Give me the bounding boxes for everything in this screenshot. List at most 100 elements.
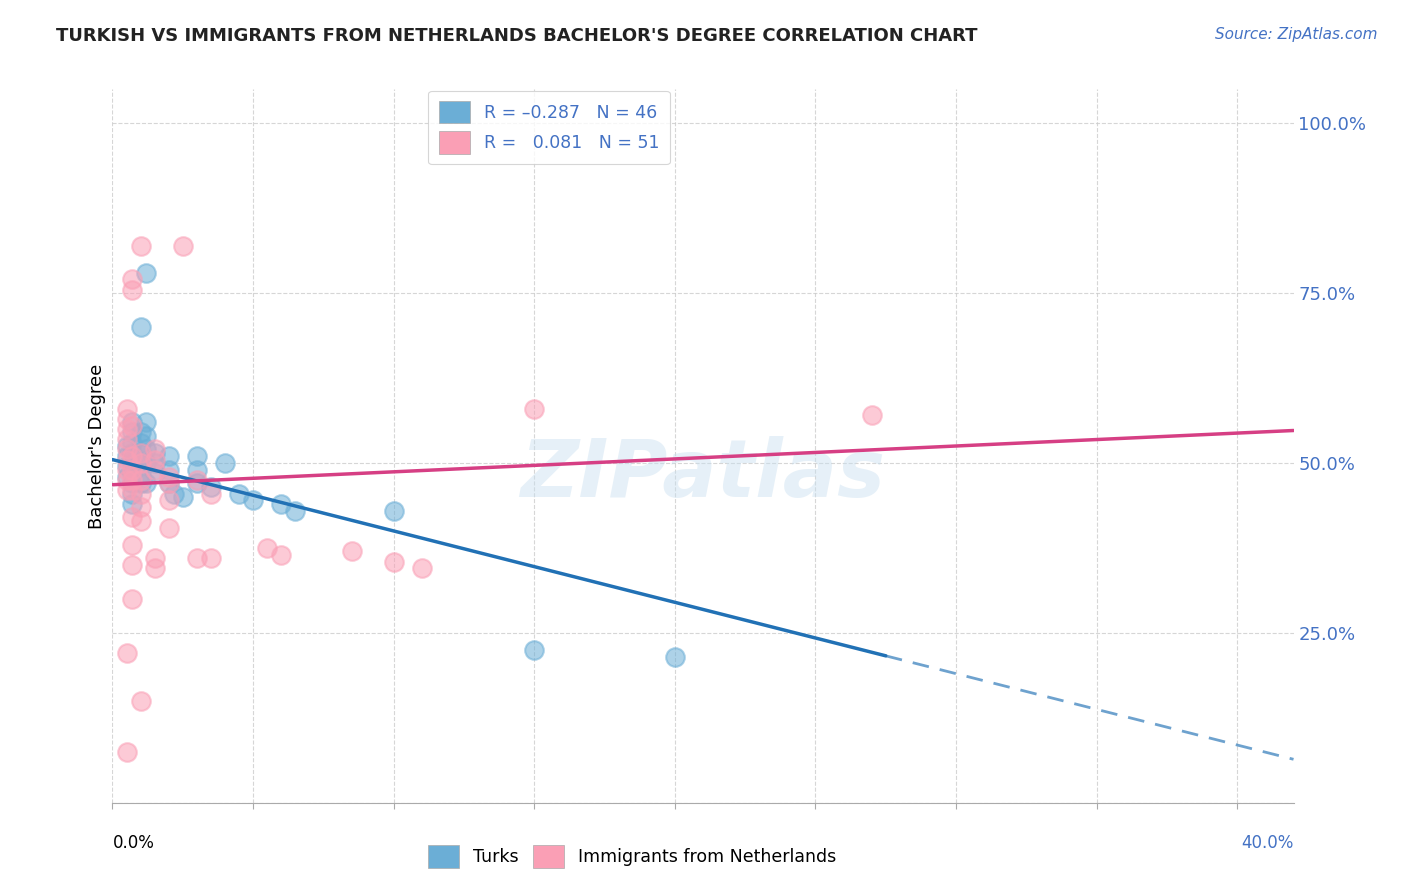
Y-axis label: Bachelor's Degree: Bachelor's Degree (87, 363, 105, 529)
Point (121, 449, 143, 463)
Text: 40.0%: 40.0% (1241, 834, 1294, 852)
Text: 0.0%: 0.0% (112, 834, 155, 852)
Point (143, 466, 166, 480)
Point (121, 473, 143, 487)
Point (129, 446, 152, 460)
Point (157, 476, 180, 491)
Point (135, 266, 157, 280)
Point (121, 476, 143, 491)
Point (121, 456, 143, 470)
Point (242, 493, 264, 508)
Point (121, 497, 143, 511)
Point (157, 463, 180, 477)
Point (135, 456, 157, 470)
Text: Source: ZipAtlas.com: Source: ZipAtlas.com (1215, 27, 1378, 42)
Point (129, 446, 152, 460)
Point (157, 476, 180, 491)
Point (411, 561, 433, 575)
Point (228, 486, 250, 500)
Point (121, 446, 143, 460)
Text: ZIPatlas: ZIPatlas (520, 435, 886, 514)
Point (664, 649, 686, 664)
Point (115, 401, 138, 416)
Point (115, 412, 138, 426)
Point (860, 409, 883, 423)
Point (135, 476, 157, 491)
Point (121, 466, 143, 480)
Point (135, 442, 157, 457)
Point (157, 520, 180, 534)
Point (135, 429, 157, 443)
Point (115, 469, 138, 483)
Point (121, 510, 143, 524)
Point (121, 415, 143, 429)
Point (121, 418, 143, 433)
Point (186, 463, 208, 477)
Point (115, 442, 138, 457)
Point (115, 449, 138, 463)
Point (121, 283, 143, 297)
Point (186, 476, 208, 491)
Point (129, 466, 152, 480)
Point (143, 463, 166, 477)
Point (129, 694, 152, 708)
Point (382, 555, 405, 569)
Point (382, 503, 405, 517)
Point (270, 497, 292, 511)
Point (129, 435, 152, 450)
Point (121, 425, 143, 440)
Point (129, 500, 152, 515)
Point (121, 591, 143, 606)
Point (121, 272, 143, 286)
Point (121, 486, 143, 500)
Point (115, 745, 138, 759)
Point (200, 551, 222, 566)
Point (129, 476, 152, 491)
Point (129, 238, 152, 252)
Point (200, 486, 222, 500)
Point (129, 473, 152, 487)
Point (115, 483, 138, 498)
Point (200, 480, 222, 494)
Point (129, 425, 152, 440)
Point (340, 544, 363, 558)
Point (129, 486, 152, 500)
Point (143, 551, 166, 566)
Point (270, 548, 292, 562)
Point (143, 452, 166, 467)
Point (186, 449, 208, 463)
Point (115, 459, 138, 474)
Point (256, 541, 278, 555)
Point (115, 473, 138, 487)
Legend: Turks, Immigrants from Netherlands: Turks, Immigrants from Netherlands (419, 837, 845, 876)
Point (129, 320, 152, 334)
Point (143, 446, 166, 460)
Point (523, 643, 546, 657)
Point (115, 452, 138, 467)
Point (163, 486, 186, 500)
Point (121, 558, 143, 572)
Point (121, 463, 143, 477)
Point (129, 456, 152, 470)
Point (129, 456, 152, 470)
Point (157, 493, 180, 508)
Point (135, 415, 157, 429)
Point (186, 473, 208, 487)
Point (157, 469, 180, 483)
Point (121, 537, 143, 551)
Point (523, 401, 546, 416)
Point (186, 551, 208, 566)
Point (121, 483, 143, 498)
Point (115, 463, 138, 477)
Point (157, 449, 180, 463)
Point (143, 442, 166, 457)
Point (284, 503, 307, 517)
Point (121, 435, 143, 450)
Point (214, 456, 236, 470)
Point (129, 514, 152, 528)
Point (115, 432, 138, 446)
Point (172, 238, 194, 252)
Point (143, 561, 166, 575)
Point (115, 422, 138, 436)
Point (115, 646, 138, 660)
